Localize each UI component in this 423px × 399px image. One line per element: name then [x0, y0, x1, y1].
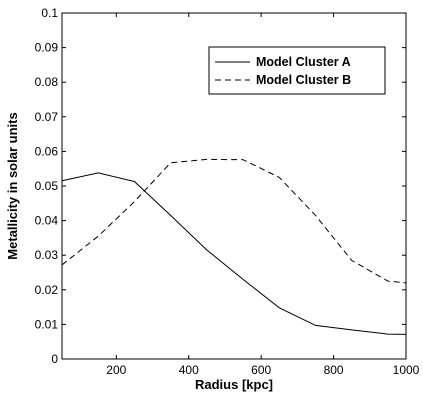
- y-tick-label: 0.06: [35, 144, 59, 158]
- y-tick-label: 0.1: [41, 6, 58, 20]
- series-lines: [61, 158, 407, 335]
- axis-ticks: [62, 12, 407, 360]
- x-axis-label: Radius [kpc]: [195, 377, 273, 392]
- series-line-a: [61, 172, 407, 335]
- x-tick-label: 600: [251, 363, 271, 377]
- y-tick-label: 0.03: [35, 248, 59, 262]
- series-line-b: [61, 158, 407, 284]
- legend-label-b: Model Cluster B: [256, 73, 351, 87]
- y-tick-label: 0.02: [35, 283, 59, 297]
- y-tick-label: 0.01: [35, 317, 59, 331]
- y-tick-label: 0.08: [35, 75, 59, 89]
- legend-box: [208, 46, 386, 95]
- y-axis-label: Metallicity in solar units: [5, 112, 20, 259]
- y-tick-label: 0.07: [35, 110, 59, 124]
- x-tick-label: 200: [106, 363, 126, 377]
- y-tick-label: 0: [51, 352, 58, 366]
- x-tick-label: 400: [179, 363, 199, 377]
- x-tick-labels: 200 400 600 800 1000: [106, 363, 419, 377]
- x-tick-label: 800: [324, 363, 344, 377]
- x-tick-label: 1000: [393, 363, 420, 377]
- y-tick-labels: 0 0.01 0.02 0.03 0.04 0.05 0.06 0.07 0.08 0.09 0.1: [35, 6, 59, 366]
- y-tick-label: 0.05: [35, 179, 59, 193]
- legend: Model Cluster A Model Cluster B: [208, 46, 386, 95]
- legend-label-a: Model Cluster A: [256, 55, 351, 69]
- y-tick-label: 0.04: [35, 214, 59, 228]
- y-tick-label: 0.09: [35, 41, 59, 55]
